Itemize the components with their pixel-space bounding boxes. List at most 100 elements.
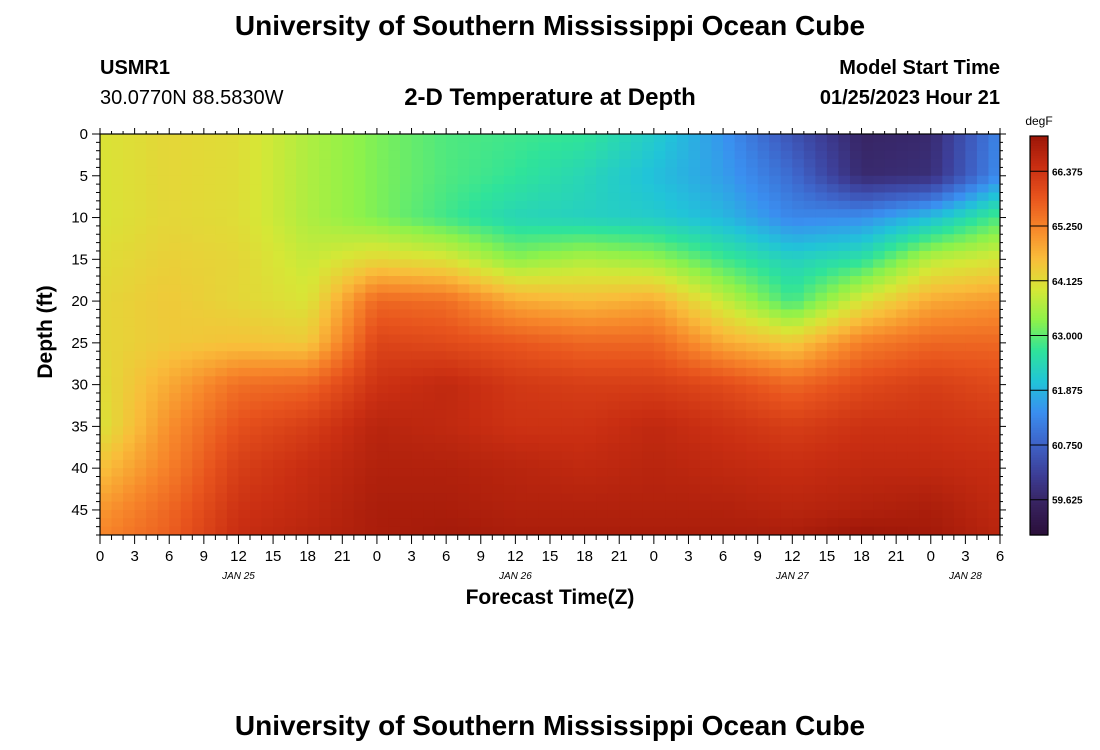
- heatmap-cell: [134, 509, 147, 519]
- heatmap-cell: [734, 175, 747, 185]
- heatmap-cell: [169, 468, 182, 478]
- heatmap-cell: [757, 276, 770, 285]
- heatmap-cell: [596, 326, 609, 336]
- heatmap-cell: [688, 367, 701, 377]
- heatmap-cell: [573, 167, 586, 177]
- heatmap-cell: [100, 242, 113, 252]
- heatmap-cell: [953, 200, 966, 210]
- heatmap-cell: [630, 217, 643, 227]
- heatmap-cell: [330, 142, 343, 152]
- heatmap-cell: [400, 159, 413, 169]
- heatmap-cell: [411, 501, 424, 511]
- heatmap-cell: [700, 384, 713, 394]
- heatmap-cell: [250, 418, 263, 427]
- heatmap-cell: [273, 234, 286, 244]
- heatmap-cell: [411, 234, 424, 244]
- heatmap-cell: [780, 167, 793, 177]
- heatmap-cell: [573, 401, 586, 411]
- heatmap-cell: [365, 443, 378, 453]
- heatmap-cell: [607, 234, 620, 244]
- heatmap-cell: [907, 234, 920, 244]
- heatmap-cell: [838, 134, 851, 143]
- heatmap-cell: [550, 342, 563, 352]
- heatmap-cell: [503, 284, 516, 294]
- colorbar-swatch: [1030, 215, 1048, 219]
- heatmap-cell: [457, 292, 470, 302]
- heatmap-cell: [757, 484, 770, 494]
- heatmap-cell: [757, 351, 770, 361]
- heatmap-cell: [965, 192, 978, 202]
- heatmap-cell: [723, 459, 736, 469]
- heatmap-cell: [746, 451, 759, 461]
- heatmap-cell: [826, 134, 840, 143]
- heatmap-cell: [480, 509, 493, 519]
- heatmap-cell: [515, 434, 528, 444]
- heatmap-cell: [169, 342, 182, 352]
- heatmap-cell: [573, 175, 586, 185]
- heatmap-cell: [376, 242, 390, 252]
- heatmap-cell: [134, 217, 147, 227]
- heatmap-cell: [896, 301, 909, 311]
- heatmap-cell: [780, 426, 793, 436]
- heatmap-cell: [273, 476, 286, 486]
- heatmap-cell: [884, 242, 897, 252]
- heatmap-cell: [469, 267, 482, 277]
- heatmap-cell: [365, 384, 378, 394]
- heatmap-cell: [226, 259, 240, 269]
- colorbar-tick-label: 63.000: [1052, 332, 1083, 343]
- heatmap-cell: [446, 234, 459, 244]
- colorbar-swatch: [1030, 155, 1048, 160]
- heatmap-cell: [169, 317, 182, 327]
- heatmap-cell: [215, 484, 228, 494]
- heatmap-cell: [342, 192, 355, 202]
- x-tick-label: 21: [888, 548, 905, 565]
- heatmap-cell: [480, 309, 493, 319]
- colorbar-swatch: [1030, 193, 1048, 197]
- heatmap-cell: [296, 509, 309, 519]
- heatmap-cell: [226, 317, 240, 327]
- heatmap-cell: [780, 134, 793, 143]
- heatmap-cell: [919, 518, 932, 528]
- heatmap-cell: [388, 200, 401, 210]
- heatmap-cell: [446, 367, 459, 377]
- heatmap-cell: [815, 217, 828, 227]
- heatmap-cell: [723, 384, 736, 394]
- heatmap-cell: [215, 276, 228, 285]
- heatmap-cell: [734, 301, 747, 311]
- heatmap-cell: [434, 159, 447, 169]
- heatmap-cell: [792, 468, 805, 478]
- heatmap-cell: [596, 501, 609, 511]
- heatmap-cell: [700, 376, 713, 386]
- heatmap-cell: [353, 167, 366, 177]
- heatmap-cell: [250, 200, 263, 210]
- heatmap-cell: [757, 493, 770, 503]
- heatmap-cell: [953, 175, 966, 185]
- heatmap-cell: [376, 175, 390, 185]
- heatmap-cell: [607, 376, 620, 386]
- heatmap-cell: [134, 518, 147, 528]
- heatmap-cell: [930, 309, 943, 319]
- heatmap-cell: [919, 134, 932, 143]
- heatmap-cell: [446, 392, 459, 402]
- heatmap-cell: [688, 284, 701, 294]
- heatmap-cell: [619, 309, 632, 319]
- heatmap-cell: [607, 443, 620, 453]
- heatmap-cell: [411, 359, 424, 369]
- heatmap-cell: [157, 351, 170, 361]
- heatmap-cell: [538, 267, 551, 277]
- heatmap-cell: [861, 192, 874, 202]
- colorbar-swatch: [1030, 163, 1048, 167]
- heatmap-cell: [284, 384, 297, 394]
- heatmap-cell: [503, 418, 516, 427]
- heatmap-cell: [134, 301, 147, 311]
- heatmap-cell: [238, 142, 251, 152]
- heatmap-cell: [723, 401, 736, 411]
- heatmap-cell: [538, 150, 551, 160]
- heatmap-cell: [400, 351, 413, 361]
- heatmap-cell: [157, 342, 170, 352]
- heatmap-cell: [526, 409, 540, 419]
- heatmap-cell: [388, 443, 401, 453]
- heatmap-cell: [711, 159, 724, 169]
- heatmap-cell: [780, 267, 793, 277]
- heatmap-cell: [700, 209, 713, 219]
